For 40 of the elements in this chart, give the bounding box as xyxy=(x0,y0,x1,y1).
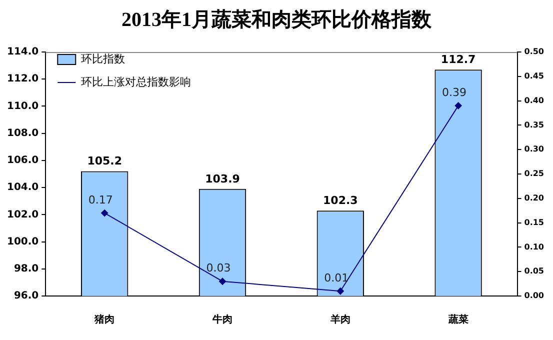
y-tick-label: 106.0 xyxy=(6,155,39,166)
chart-title: 2013年1月蔬菜和肉类环比价格指数 xyxy=(120,8,432,33)
data-label: 0.01 xyxy=(324,271,349,284)
y-tick-label: 108.0 xyxy=(6,128,39,139)
legend-label: 环比上涨对总指数影响 xyxy=(81,76,192,89)
data-label: 0.17 xyxy=(88,193,113,206)
y2-tick-label: 0.00 xyxy=(524,291,544,300)
data-label: 0.39 xyxy=(442,86,467,100)
y-tick-label: 100.0 xyxy=(6,236,39,248)
y2-tick-label: 0.25 xyxy=(524,169,544,178)
point xyxy=(101,210,108,217)
y2-tick-label: 0.10 xyxy=(524,242,544,252)
x-tick-label: 猪肉 xyxy=(94,314,115,326)
y2-tick-label: 0.45 xyxy=(524,71,544,80)
data-label: 102.3 xyxy=(323,194,358,207)
y2-tick-label: 0.05 xyxy=(524,266,544,276)
x-tick-label: 蔬菜 xyxy=(447,314,468,326)
point xyxy=(336,288,344,295)
y2-tick-label: 0.15 xyxy=(524,218,544,227)
y-tick-label: 102.0 xyxy=(6,209,39,220)
y-tick-label: 114.0 xyxy=(6,46,39,58)
y2-tick-label: 0.35 xyxy=(524,120,544,130)
legend-label: 环比指数 xyxy=(81,52,126,66)
y2-tick-label: 0.50 xyxy=(524,47,544,56)
y2-tick-label: 0.30 xyxy=(524,144,544,154)
y2-tick-label: 0.20 xyxy=(524,193,544,202)
y-tick-label: 104.0 xyxy=(6,182,39,194)
y-tick-label: 112.0 xyxy=(6,74,39,85)
point xyxy=(218,278,226,285)
data-label: 112.7 xyxy=(440,52,476,66)
x-tick-label: 羊肉 xyxy=(329,314,350,326)
data-label: 103.9 xyxy=(205,172,240,186)
y2-tick-label: 0.40 xyxy=(524,96,544,105)
y-tick-label: 98.0 xyxy=(14,263,39,274)
point xyxy=(454,102,462,110)
y-tick-label: 96.0 xyxy=(14,290,39,302)
y-tick-label: 110.0 xyxy=(6,100,39,112)
data-label: 105.2 xyxy=(87,154,122,168)
x-tick-label: 牛肉 xyxy=(211,314,232,326)
data-label: 0.03 xyxy=(206,262,231,275)
